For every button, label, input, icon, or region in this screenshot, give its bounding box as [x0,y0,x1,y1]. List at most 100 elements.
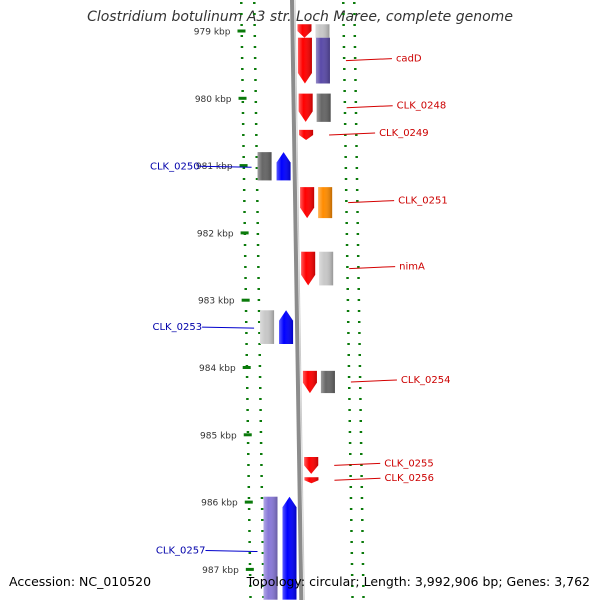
ring-dot [356,200,359,202]
tick-label: 979 kbp [194,28,231,38]
ring-dot [344,189,348,191]
ring-dot [253,57,257,59]
gene-arrow-forward-shade [297,37,312,84]
ring-dot [240,46,244,48]
ring-dot [358,354,361,356]
ring-dot [256,211,259,213]
ring-dot [359,398,362,400]
ring-dot [240,35,244,37]
ring-dot [248,519,251,521]
ring-dot [248,574,252,576]
ring-dot [353,13,356,15]
ring-dot [257,277,260,279]
gene-leader-line [205,550,258,553]
ring-dot [359,431,363,433]
ring-dot [241,101,245,103]
gene-leader-line [199,165,252,168]
ring-dot [242,156,245,158]
ring-dot [256,244,260,246]
tick-label: 986 kbp [201,499,238,509]
ring-dot [253,24,256,26]
ring-dot [357,288,360,290]
ring-dot [351,585,354,587]
ring-dot [354,90,357,92]
ring-dot [344,167,348,169]
ring-dot [258,387,262,389]
ring-dot [253,13,256,15]
gene-label: CLK_0253 [153,322,203,333]
ring-dot [245,332,248,334]
ring-dot [346,310,350,312]
gene-leader-line [350,379,397,383]
ring-dot [254,68,257,70]
genome-summary-text: Topology: circular; Length: 3,992,906 bp… [246,574,590,589]
ring-dot [360,464,363,466]
ring-dot [258,354,261,356]
ring-dot [360,475,363,477]
ring-dot [357,321,361,323]
ring-dot [256,255,260,257]
ring-dot [343,79,346,81]
ring-dot [347,365,351,367]
ring-dot [258,343,261,345]
ring-dot [342,57,346,59]
gene-label: CLK_0257 [156,546,206,557]
gene-arrow-forward-shade [297,24,312,38]
ring-dot [255,134,258,136]
ring-dot [362,585,365,587]
ring-dot [262,596,265,598]
ring-dot [241,79,244,81]
ring-dot [347,354,350,356]
genome-backbone [290,0,305,600]
ring-dot [345,255,349,257]
ring-dot [349,475,352,477]
ring-dot [240,13,243,15]
gene-label: CLK_0250 [150,161,200,172]
ring-dot [348,442,352,444]
ring-dot [246,398,249,400]
ring-dot [354,112,358,114]
ring-dot [346,277,349,279]
ring-dot [244,288,247,290]
ring-dot [348,431,352,433]
cog-block-shade [316,93,331,122]
ring-dot [258,376,262,378]
tick-mark [239,164,248,168]
ring-dot [249,596,252,598]
ring-dot [242,167,246,169]
ring-dot [347,343,350,345]
ring-dot [241,68,244,70]
ring-dot [256,233,260,235]
ring-dot [361,519,364,521]
ring-dot [242,134,245,136]
ring-dot [361,530,364,532]
gene-arrow-reverse-shade [276,152,291,181]
ring-dot [353,57,357,59]
ring-dot [255,156,258,158]
tick-mark [242,366,251,369]
ring-dot [362,596,365,598]
ring-dot [247,508,251,510]
ring-dot [241,123,245,125]
ring-dot [241,112,245,114]
tick-mark [238,96,247,100]
ring-dot [259,409,262,411]
ring-dot [245,354,248,356]
ring-dot [345,200,348,202]
ring-dot [248,530,251,532]
gene-leader-line [348,200,395,204]
tick-label: 980 kbp [195,95,232,105]
ring-dot [257,321,261,323]
ring-dot [248,563,252,565]
ring-dot [357,310,361,312]
ring-dot [343,90,346,92]
ring-dot [249,585,252,587]
ring-dot [344,145,347,147]
tick-mark [245,567,254,571]
backbone-line [290,0,304,600]
gene-arrow-reverse-shade [279,310,294,344]
ring-dot [255,178,259,180]
gene-leader-line [202,326,255,329]
ring-dot [343,123,347,125]
